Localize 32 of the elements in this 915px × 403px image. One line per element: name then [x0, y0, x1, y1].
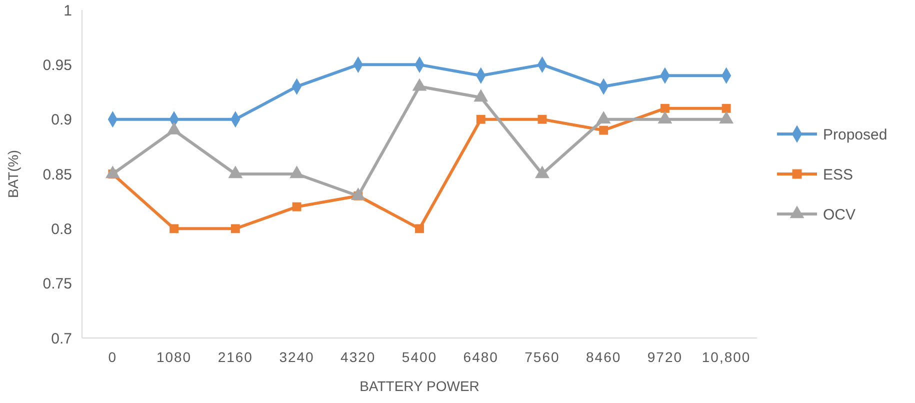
legend-label: ESS — [823, 166, 854, 184]
x-tick-label: 8460 — [586, 349, 622, 365]
point — [599, 126, 608, 135]
y-tick-label: 1 — [64, 2, 72, 20]
point — [722, 104, 731, 113]
point — [660, 104, 670, 113]
x-tick-label: 7560 — [524, 349, 560, 365]
x-axis-title: BATTERY POWER — [360, 378, 480, 394]
x-tick-label: 0 — [108, 349, 118, 365]
x-tick-label: 2160 — [218, 349, 253, 365]
y-tick-label: 0.8 — [51, 220, 72, 238]
x-tick-label: 10,800 — [702, 349, 751, 365]
x-tick-label: 9720 — [647, 349, 683, 365]
point — [415, 224, 424, 234]
y-tick-label: 0.9 — [51, 112, 72, 129]
x-tick-label: 6480 — [463, 349, 498, 365]
point — [292, 202, 302, 212]
point — [476, 114, 486, 124]
x-tick-label: 4320 — [340, 349, 376, 365]
y-tick-label: 0.95 — [42, 56, 72, 74]
y-tick-label: 0.7 — [51, 330, 72, 348]
x-tick-label: 3240 — [279, 349, 314, 365]
point — [538, 114, 547, 124]
y-tick-label: 0.75 — [42, 276, 72, 293]
point — [230, 224, 240, 234]
x-tick-label: 1080 — [156, 349, 192, 365]
point — [170, 224, 179, 234]
legend-label: Proposed — [823, 126, 888, 144]
x-tick-label: 5400 — [402, 349, 438, 365]
y-axis-title: BAT(%) — [5, 150, 21, 198]
legend-label: OCV — [823, 206, 856, 224]
y-tick-label: 0.85 — [42, 166, 72, 184]
